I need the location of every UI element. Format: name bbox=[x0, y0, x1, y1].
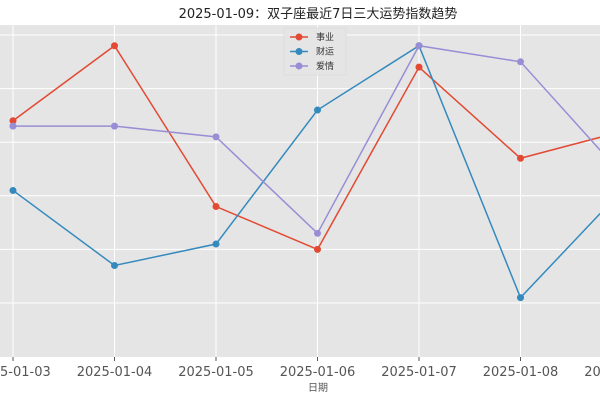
data-point bbox=[212, 133, 220, 141]
legend-label: 爱情 bbox=[316, 60, 334, 72]
legend-marker bbox=[295, 33, 303, 41]
legend-label: 事业 bbox=[316, 31, 334, 43]
data-point bbox=[212, 203, 220, 211]
data-point bbox=[517, 294, 524, 302]
data-point bbox=[415, 42, 423, 50]
x-tick-label: 2025-01-08 bbox=[483, 365, 559, 380]
plot-area bbox=[0, 25, 600, 357]
x-tick-label: 2025-01-05 bbox=[178, 365, 254, 380]
chart-title: 2025-01-09：双子座最近7日三大运势指数趋势 bbox=[179, 6, 458, 22]
x-axis-label: 日期 bbox=[308, 382, 328, 394]
legend-marker bbox=[295, 62, 303, 70]
data-point bbox=[111, 261, 118, 269]
x-tick-label: 2025-01-03 bbox=[0, 365, 51, 380]
data-point bbox=[9, 186, 17, 194]
data-point bbox=[314, 229, 321, 237]
data-point bbox=[111, 122, 118, 130]
x-tick-label: 2025-01-06 bbox=[280, 365, 356, 380]
legend-marker bbox=[295, 48, 303, 55]
data-point bbox=[212, 240, 220, 248]
legend-label: 财运 bbox=[316, 46, 334, 58]
x-tick-label: 2025-01-04 bbox=[77, 365, 153, 380]
x-tick-label: 2025-01-07 bbox=[381, 365, 457, 380]
data-point bbox=[314, 245, 321, 253]
data-point bbox=[314, 106, 321, 114]
data-point bbox=[9, 122, 17, 130]
x-tick-label: 2025-01-09 bbox=[584, 365, 600, 380]
legend-box bbox=[283, 27, 347, 76]
data-point bbox=[111, 42, 118, 50]
data-point bbox=[517, 154, 524, 162]
data-point bbox=[415, 63, 423, 71]
data-point bbox=[517, 58, 524, 66]
data-point bbox=[9, 117, 17, 125]
